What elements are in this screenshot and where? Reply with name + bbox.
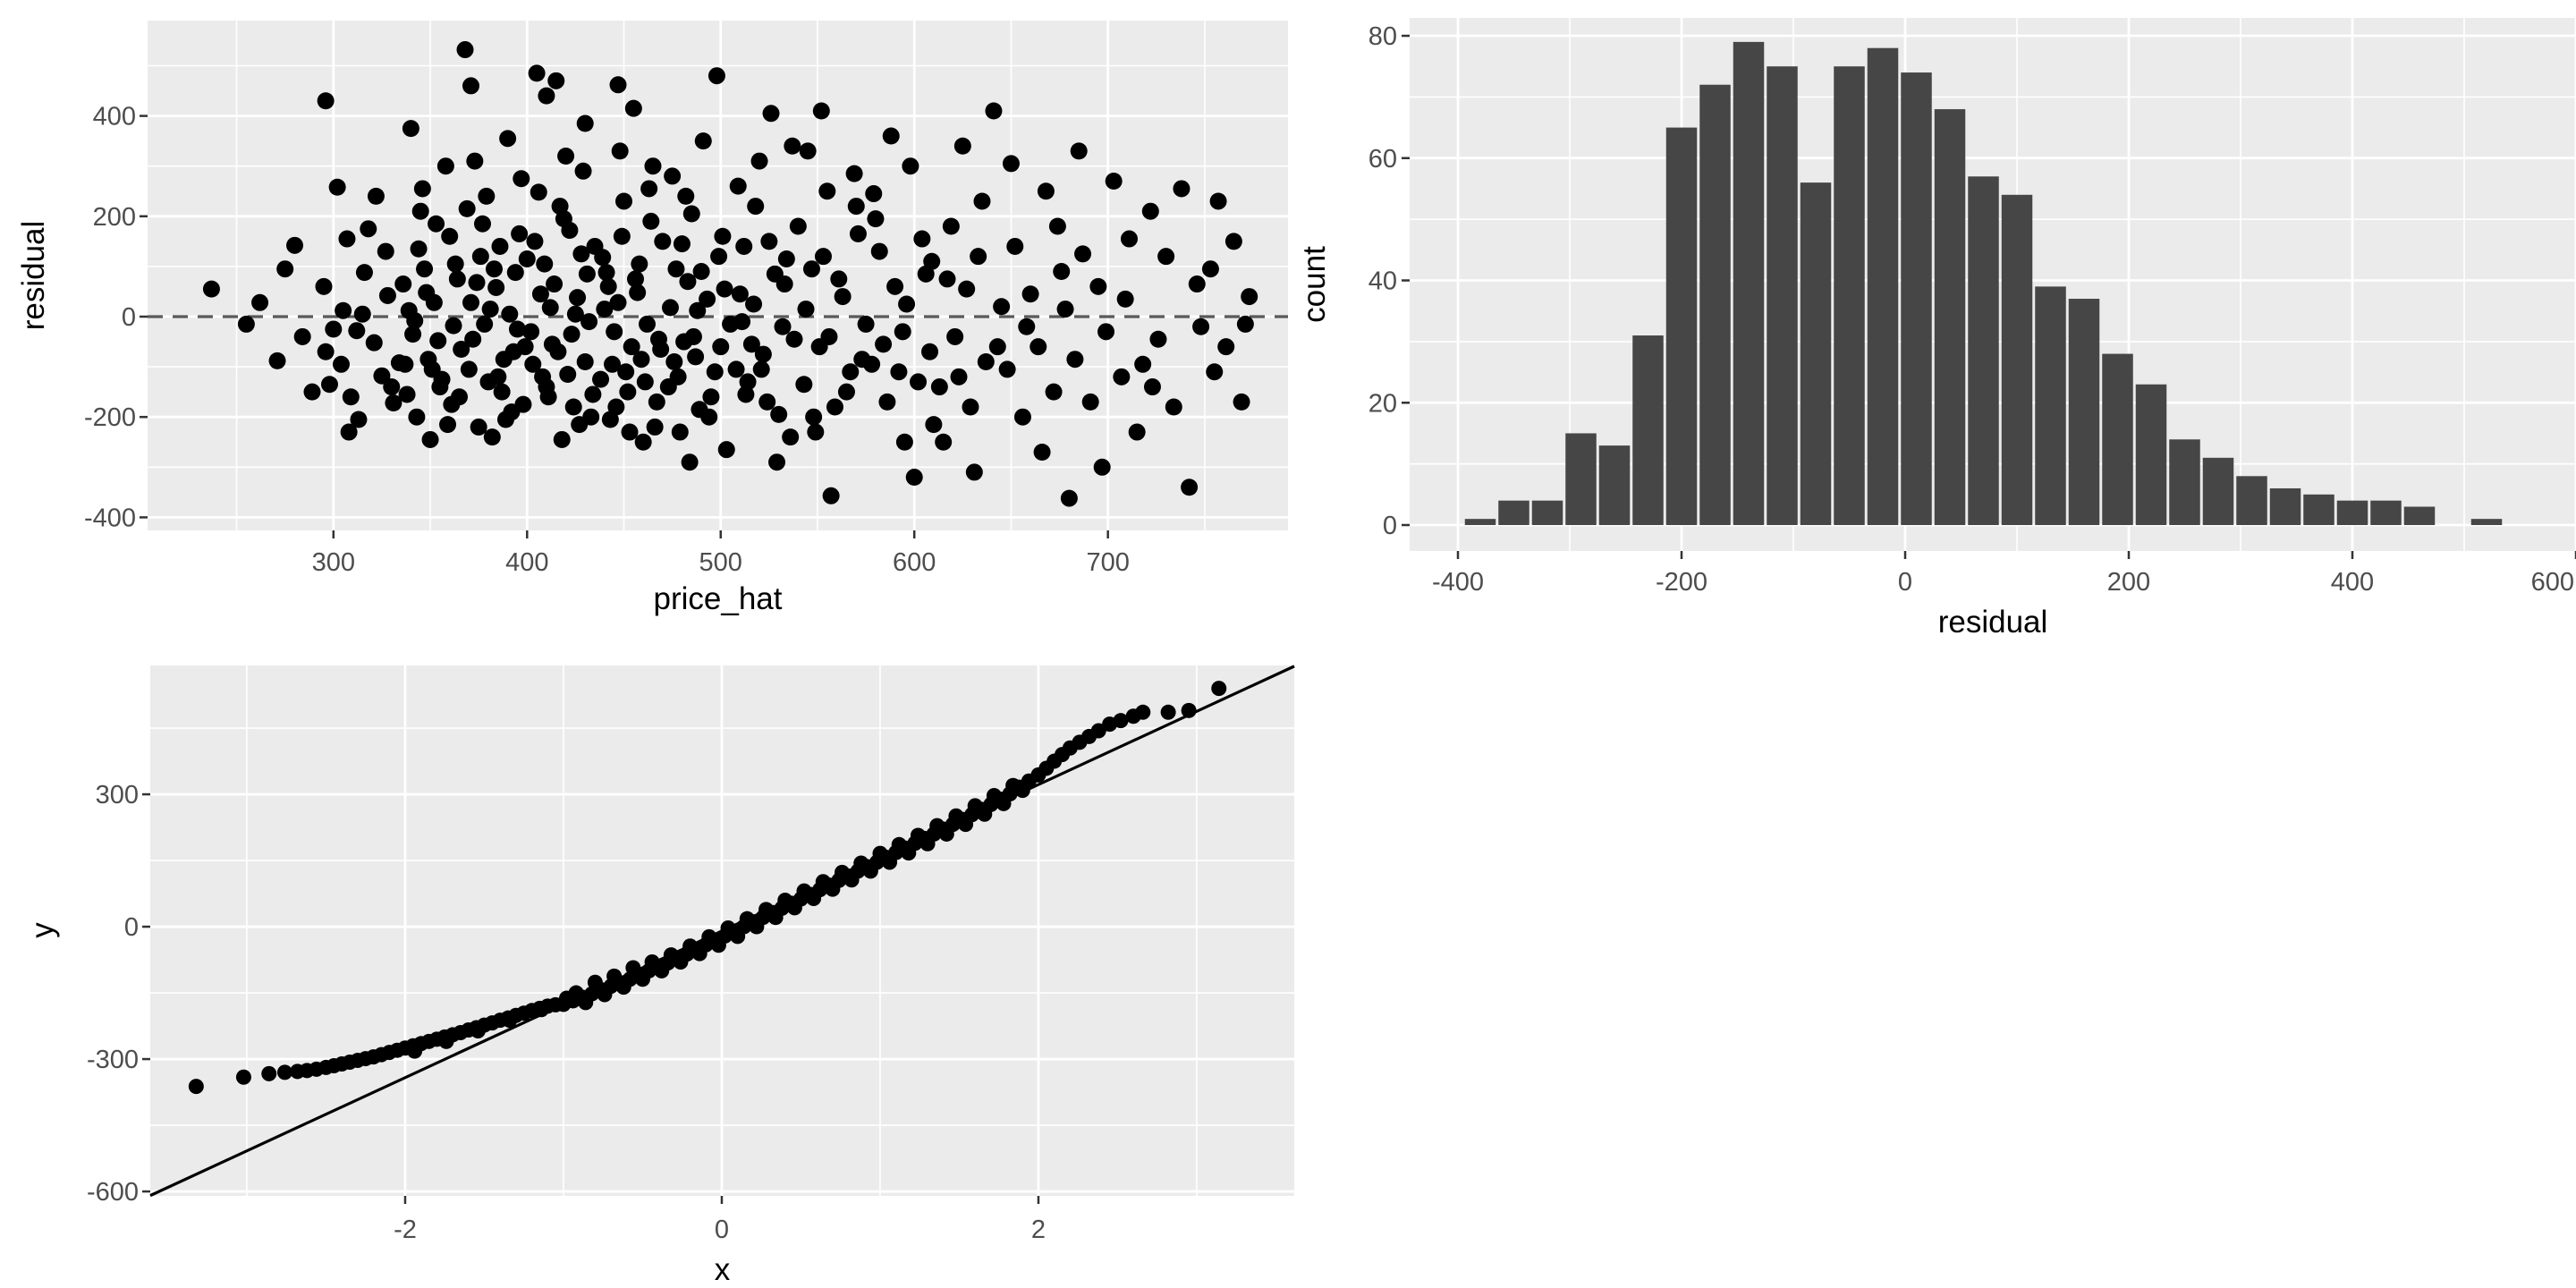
svg-text:80: 80 bbox=[1368, 22, 1397, 51]
residuals-vs-fitted-plot: 300 400 500 600 700 -400 -200 0 200 400 bbox=[84, 21, 1288, 577]
svg-text:-200: -200 bbox=[84, 403, 136, 432]
residual-histogram-plot: -400 -200 0 200 400 600 0 20 40 60 80 bbox=[1368, 18, 2576, 597]
svg-text:-2: -2 bbox=[394, 1216, 417, 1244]
svg-text:-600: -600 bbox=[87, 1178, 139, 1207]
svg-text:20: 20 bbox=[1368, 389, 1397, 418]
qq-plot: -2 0 2 -600 -300 0 300 bbox=[87, 665, 1295, 1244]
svg-text:400: 400 bbox=[2331, 568, 2374, 597]
svg-text:-300: -300 bbox=[87, 1046, 139, 1074]
svg-text:600: 600 bbox=[893, 548, 936, 577]
scatter-y-axis-title: residual bbox=[16, 220, 51, 331]
svg-text:2: 2 bbox=[1031, 1216, 1046, 1244]
svg-text:400: 400 bbox=[505, 548, 548, 577]
svg-text:300: 300 bbox=[96, 781, 139, 809]
svg-text:60: 60 bbox=[1368, 145, 1397, 174]
svg-text:-400: -400 bbox=[1432, 568, 1484, 597]
svg-text:40: 40 bbox=[1368, 267, 1397, 296]
svg-text:500: 500 bbox=[699, 548, 742, 577]
svg-text:200: 200 bbox=[93, 203, 136, 232]
svg-text:200: 200 bbox=[2107, 568, 2150, 597]
svg-text:0: 0 bbox=[122, 303, 136, 332]
histogram-y-axis-title: count bbox=[1297, 246, 1332, 323]
scatter-x-axis-title: price_hat bbox=[653, 581, 783, 616]
svg-text:0: 0 bbox=[124, 913, 139, 942]
svg-text:0: 0 bbox=[1898, 568, 1912, 597]
svg-text:300: 300 bbox=[312, 548, 355, 577]
svg-text:-400: -400 bbox=[84, 504, 136, 532]
qq-x-axis-title: x bbox=[714, 1252, 731, 1287]
svg-text:400: 400 bbox=[93, 103, 136, 131]
qq-y-axis-title: y bbox=[25, 922, 60, 938]
svg-text:700: 700 bbox=[1086, 548, 1129, 577]
svg-text:-200: -200 bbox=[1656, 568, 1707, 597]
svg-text:600: 600 bbox=[2531, 568, 2574, 597]
histogram-x-axis-title: residual bbox=[1937, 605, 2048, 640]
svg-text:0: 0 bbox=[1383, 512, 1397, 540]
svg-text:0: 0 bbox=[715, 1216, 729, 1244]
